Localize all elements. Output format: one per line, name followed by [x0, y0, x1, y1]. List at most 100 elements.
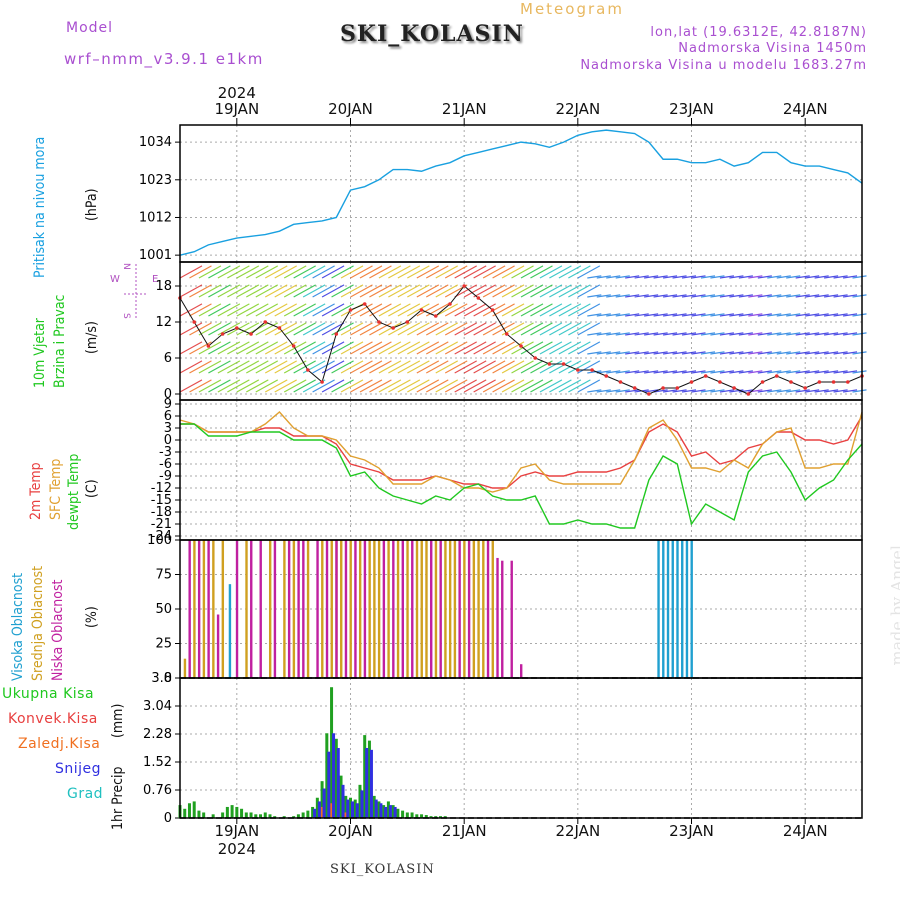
wind-barb — [388, 379, 411, 393]
wind-barb — [530, 265, 553, 279]
model-name: wrf–nmm_v3.9.1 e1km — [64, 50, 264, 68]
compass-north: N — [121, 263, 131, 270]
precip-bar-snow — [346, 799, 350, 818]
wind-barb — [710, 275, 725, 279]
cloud-bar-mid — [321, 540, 324, 678]
wind-barb — [625, 275, 640, 279]
precip-bar-total-rain — [434, 816, 438, 818]
y-tick-label: 0 — [164, 433, 172, 448]
wind-barb — [596, 351, 611, 355]
wind-barb — [473, 265, 496, 279]
precip-bar-total-rain — [268, 814, 272, 818]
cloud-bar-mid — [420, 540, 423, 678]
wind-barb — [511, 322, 534, 336]
cloud-bar-low — [325, 540, 329, 678]
precip-bar-total-rain — [334, 738, 338, 818]
cloud-bar-low — [207, 540, 210, 678]
cloud-bar-mid — [245, 540, 248, 678]
wind-barb — [435, 265, 459, 279]
cloud-bar-mid — [406, 540, 409, 678]
wind-barb — [274, 284, 298, 298]
wind-gust-point — [377, 320, 381, 324]
wind-barb — [246, 379, 269, 393]
wind-barb — [530, 341, 553, 355]
wind-barb — [596, 389, 611, 393]
legend-snow: Snijeg — [55, 761, 102, 777]
wind-barb — [710, 294, 725, 298]
wind-barb — [710, 313, 725, 317]
wind-barb — [454, 322, 477, 336]
wind-gust-point — [320, 380, 324, 384]
wind-barb — [511, 284, 534, 298]
x-year-label-bottom: 2024 — [218, 840, 256, 858]
wind-barb — [397, 341, 421, 355]
wind-barb — [321, 303, 345, 317]
wind-barb — [302, 265, 326, 279]
cloud-bar-mid — [358, 540, 362, 678]
wind-barb — [615, 332, 630, 336]
wind-barb — [473, 284, 496, 298]
wind-barb — [198, 379, 222, 393]
cloud-bar-mid — [283, 540, 286, 678]
wind-barb — [340, 360, 364, 374]
x-day-label-bottom: 19JAN — [214, 822, 259, 840]
y-tick-label: 2.28 — [143, 727, 172, 742]
wind-barb — [691, 275, 706, 279]
y-tick-label: 0.76 — [143, 783, 172, 798]
wind-barb — [767, 351, 782, 355]
wind-gust-point — [235, 326, 239, 330]
wind-barb — [473, 322, 496, 336]
cloud-bar-low — [287, 540, 291, 678]
wind-barb — [672, 275, 687, 279]
wind-barb — [302, 303, 326, 317]
wind-barb — [653, 389, 668, 393]
wind-barb — [302, 322, 326, 336]
wind-barb — [473, 379, 496, 393]
wind-barb — [776, 275, 791, 279]
wind-gust-point — [803, 386, 807, 390]
wind-barb — [672, 313, 687, 317]
wind-barb — [416, 303, 440, 317]
cloud-bar-low — [467, 540, 471, 678]
wind-gust-point — [362, 302, 367, 306]
precip-bar-total-rain — [202, 812, 206, 818]
precip-bar-total-rain — [240, 808, 244, 818]
wind-barb — [795, 351, 810, 355]
wind-barb — [653, 351, 668, 355]
panel-frame-temperature — [179, 399, 863, 541]
wind-barb — [681, 275, 697, 279]
wind-barb — [274, 360, 298, 374]
wind-barb — [407, 360, 430, 374]
wind-barb — [255, 322, 279, 336]
wind-barb — [283, 265, 307, 279]
wind-barb — [852, 332, 867, 336]
wind-barb — [482, 360, 506, 374]
precip-bar-total-rain — [358, 784, 362, 818]
wind-barb — [767, 370, 782, 374]
y-tick-label: -3 — [159, 445, 172, 460]
wind-barb — [833, 351, 848, 355]
y-tick-label: -6 — [159, 457, 172, 472]
wind-barb — [568, 303, 591, 317]
wind-barb — [444, 303, 468, 317]
wind-gust-point — [220, 332, 225, 336]
wind-barb — [236, 284, 260, 298]
wind-barb — [719, 313, 735, 317]
model-label: Model — [66, 20, 114, 36]
wind-barb — [198, 265, 222, 279]
wind-barb — [236, 265, 260, 279]
cloud-bar-low — [250, 540, 253, 678]
cloud-bar-high — [671, 540, 674, 678]
wind-barb — [681, 351, 697, 355]
wind-barb — [833, 275, 848, 279]
wind-barb — [255, 284, 279, 298]
cloud-bar-low — [401, 540, 404, 678]
wind-barb — [549, 341, 572, 355]
wind-barb — [852, 351, 867, 355]
wind-barb — [606, 370, 621, 374]
wind-barb — [321, 341, 345, 355]
wind-barb — [672, 332, 687, 336]
precip-bar-total-rain — [306, 810, 310, 818]
compass-south: S — [121, 313, 131, 319]
wind-barb — [388, 360, 411, 374]
